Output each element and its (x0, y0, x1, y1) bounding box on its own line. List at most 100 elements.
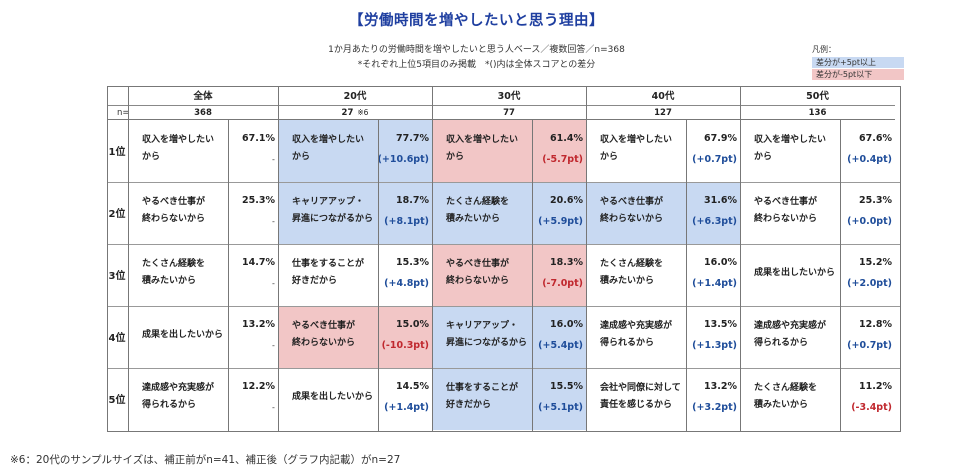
reason-text-line2: 積みたいから (142, 276, 197, 286)
reason-text-line2: から (446, 152, 465, 162)
row-divider (108, 182, 900, 183)
results-table: 全体 368 20代 27 ※6 30代 77 40代 127 50代 136 1位 収入を増やしたいか… (107, 86, 901, 432)
reason-text-line2: 終わらないから (292, 338, 356, 348)
percent-value: 61.4% (550, 133, 583, 144)
header-blank-n (108, 106, 128, 120)
reason-text-line1: 仕事をすることが (446, 383, 519, 393)
header-note-6: ※6 (357, 108, 369, 117)
reason-text-line1: 成果を出したいから (292, 392, 374, 402)
percent-value: 67.1% (242, 133, 275, 144)
value-cell (378, 368, 432, 430)
subtitle-base: 1か月あたりの労働時間を増やしたいと思う人ベース／複数回答／n=368 (328, 45, 625, 55)
reason-text-line2: から (754, 152, 773, 162)
reason-cell (432, 368, 532, 430)
column-divider (432, 87, 433, 431)
value-cell (840, 244, 895, 306)
reason-text-line2: 責任を感じるから (600, 400, 673, 410)
reason-text-line1: キャリアアップ・ (446, 321, 519, 331)
diff-value: (+8.1pt) (384, 216, 429, 227)
reason-text-line1: 収入を増やしたい (446, 135, 519, 145)
percent-value: 25.3% (242, 195, 275, 206)
reason-cell (432, 244, 532, 306)
header-n: 136 (740, 106, 895, 120)
diff-value: (+0.7pt) (692, 154, 737, 165)
reason-text-line1: やるべき仕事が (754, 197, 818, 207)
diff-value: (+3.2pt) (692, 402, 737, 413)
reason-text-line1: 会社や同僚に対して (600, 383, 681, 393)
value-cell (840, 182, 895, 244)
diff-value: (+10.6pt) (377, 154, 429, 165)
value-cell (378, 120, 432, 182)
percent-value: 15.2% (859, 257, 892, 268)
column-divider (740, 87, 741, 431)
header-n-value: 27 (341, 108, 354, 118)
percent-value: 20.6% (550, 195, 583, 206)
row-divider (108, 368, 900, 369)
percent-value: 13.2% (242, 319, 275, 330)
column-divider (586, 87, 587, 431)
diff-value: (+4.8pt) (384, 278, 429, 289)
percent-value: 16.0% (704, 257, 737, 268)
header-group: 50代 (740, 87, 895, 106)
reason-text-line2: から (292, 152, 311, 162)
reason-text-line1: 収入を増やしたい (600, 135, 673, 145)
value-cell (378, 182, 432, 244)
diff-value: (-10.3pt) (381, 340, 429, 351)
reason-text-line2: 終わらないから (600, 214, 664, 224)
reason-text-line2: 昇進につながるから (292, 214, 374, 224)
rank-label: 3位 (108, 271, 126, 282)
diff-value: (+2.0pt) (847, 278, 892, 289)
percent-value: 15.5% (550, 381, 583, 392)
reason-text-line1: たくさん経験を (754, 383, 818, 393)
value-cell (840, 368, 895, 430)
value-cell (686, 182, 740, 244)
diff-value: (-5.7pt) (542, 154, 583, 165)
reason-text-line1: 収入を増やしたい (142, 135, 215, 145)
reason-text-line1: 達成感や充実感が (600, 321, 673, 331)
value-cell (532, 306, 586, 368)
column-divider (378, 120, 379, 431)
reason-text-line2: 昇進につながるから (446, 338, 528, 348)
row-divider (108, 306, 900, 307)
rank-label: 1位 (108, 147, 126, 158)
reason-text-line1: 仕事をすることが (292, 259, 365, 269)
percent-value: 14.7% (242, 257, 275, 268)
reason-cell (432, 182, 532, 244)
reason-text-line1: やるべき仕事が (292, 321, 356, 331)
percent-value: 18.3% (550, 257, 583, 268)
reason-text-line2: から (142, 152, 161, 162)
diff-dash: - (272, 403, 275, 412)
header-n: 77 (432, 106, 586, 120)
diff-value: (-7.0pt) (542, 278, 583, 289)
reason-text-line1: 収入を増やしたい (754, 135, 827, 145)
reason-text-line2: 積みたいから (600, 276, 655, 286)
reason-text-line2: 終わらないから (142, 214, 206, 224)
diff-value: (+1.3pt) (692, 340, 737, 351)
reason-cell (278, 182, 378, 244)
column-divider (128, 87, 129, 431)
header-n: 368 (128, 106, 278, 120)
diff-value: (+6.3pt) (692, 216, 737, 227)
percent-value: 13.2% (704, 381, 737, 392)
header-n-value: 127 (654, 108, 672, 118)
value-cell (378, 306, 432, 368)
value-cell (532, 120, 586, 182)
percent-value: 14.5% (396, 381, 429, 392)
header-group: 30代 (432, 87, 586, 106)
reason-text-line2: 好きだから (446, 400, 492, 410)
column-divider (686, 120, 687, 431)
percent-value: 12.8% (859, 319, 892, 330)
value-cell (532, 244, 586, 306)
row-divider (108, 244, 900, 245)
value-cell (532, 368, 586, 430)
percent-value: 67.6% (859, 133, 892, 144)
reason-text-line1: 成果を出したいから (754, 268, 836, 278)
diff-value: (+1.4pt) (692, 278, 737, 289)
reason-text-line1: 達成感や充実感が (142, 383, 215, 393)
column-divider (278, 87, 279, 431)
reason-cell (586, 182, 686, 244)
reason-text-line2: 得られるから (600, 338, 655, 348)
diff-value: (+0.7pt) (847, 340, 892, 351)
column-divider (532, 120, 533, 431)
diff-value: (+1.4pt) (384, 402, 429, 413)
